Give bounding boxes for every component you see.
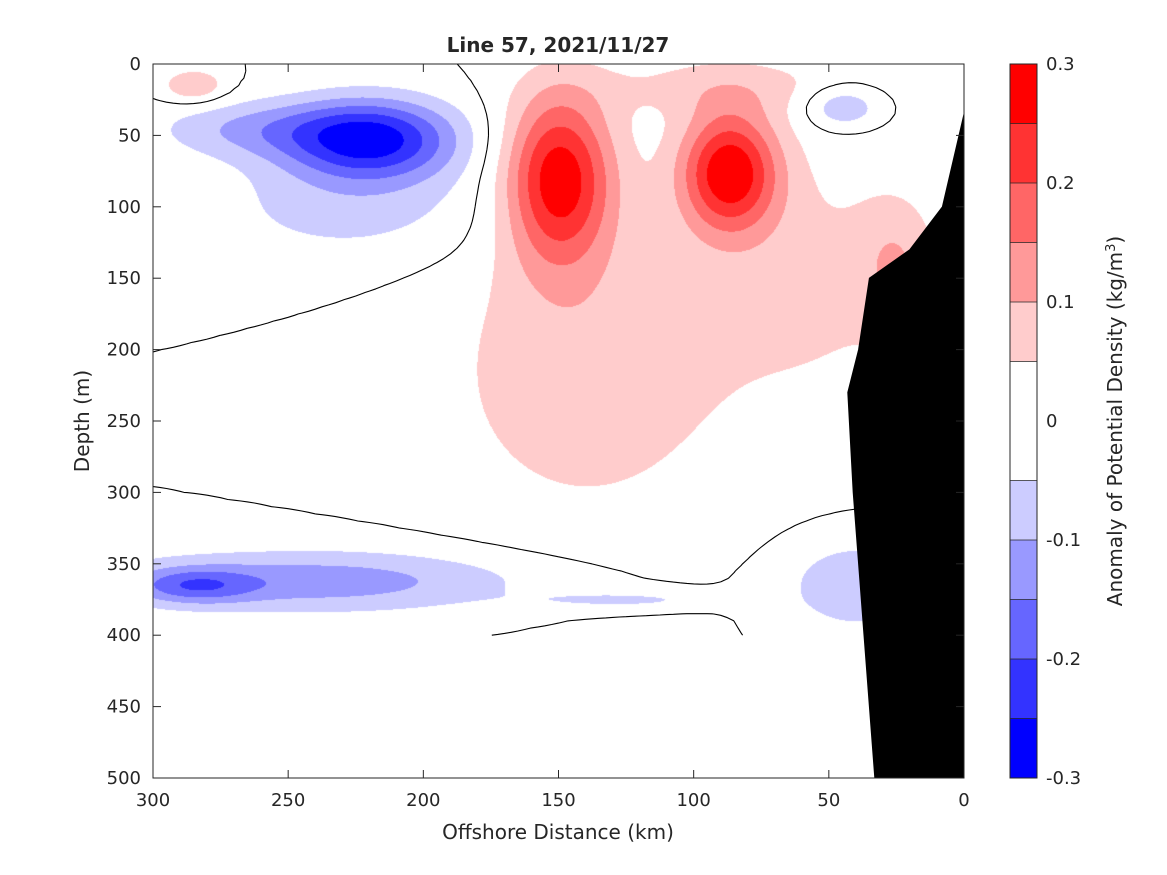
- colorbar-tick-label: -0.2: [1046, 649, 1081, 670]
- y-tick-label: 50: [118, 125, 141, 146]
- colorbar-label-suffix: ): [1103, 236, 1127, 244]
- colorbar-label-superscript: 3: [1104, 244, 1119, 252]
- colorbar-band: [1010, 659, 1037, 719]
- y-tick-label: 350: [107, 554, 141, 575]
- colorbar-band: [1010, 480, 1037, 540]
- colorbar-band: [1010, 242, 1037, 302]
- x-tick-label: 150: [541, 790, 575, 811]
- y-tick-label: 450: [107, 697, 141, 718]
- colorbar-tick-label: 0.1: [1046, 292, 1075, 313]
- colorbar-band: [1010, 302, 1037, 362]
- y-tick-label: 500: [107, 768, 141, 789]
- colorbar-band: [1010, 183, 1037, 243]
- colorbar-band: [1010, 361, 1037, 481]
- chart-title: Line 57, 2021/11/27: [447, 33, 670, 57]
- y-tick-label: 400: [107, 625, 141, 646]
- x-tick-label: 200: [406, 790, 440, 811]
- colorbar-band: [1010, 718, 1037, 778]
- y-tick-label: 300: [107, 482, 141, 503]
- colorbar-frame: [1009, 63, 1038, 779]
- colorbar-band: [1010, 123, 1037, 183]
- x-axis-ticks: 300 250 200 150 100 50 0: [136, 64, 970, 811]
- colorbar-band: [1010, 64, 1037, 124]
- colorbar-band: [1010, 540, 1037, 600]
- colorbar-tick-label: 0.3: [1046, 54, 1075, 75]
- y-axis-label: Depth (m): [70, 370, 94, 472]
- x-tick-label: 100: [676, 790, 710, 811]
- colorbar-tick-label: -0.1: [1046, 530, 1081, 551]
- x-axis-label: Offshore Distance (km): [442, 820, 674, 844]
- y-tick-label: 150: [107, 268, 141, 289]
- x-tick-label: 0: [958, 790, 969, 811]
- colorbar-tick-label: 0: [1046, 411, 1057, 432]
- colorbar: 0.3 0.2 0.1 0 -0.1 -0.2 -0.3: [1009, 54, 1081, 789]
- y-tick-label: 0: [130, 54, 141, 75]
- colorbar-tick-label: -0.3: [1046, 768, 1081, 789]
- y-tick-label: 200: [107, 340, 141, 361]
- colorbar-tick-label: 0.2: [1046, 173, 1075, 194]
- x-tick-label: 250: [271, 790, 305, 811]
- x-tick-label: 300: [136, 790, 170, 811]
- colorbar-band: [1010, 599, 1037, 659]
- x-tick-label: 50: [817, 790, 840, 811]
- colorbar-label-prefix: Anomaly of Potential Density (kg/m: [1103, 252, 1127, 606]
- y-tick-label: 250: [107, 411, 141, 432]
- y-tick-label: 100: [107, 197, 141, 218]
- y-axis-ticks: 0 50 100 150 200 250 300 350 400 450 500: [107, 54, 964, 789]
- colorbar-label: Anomaly of Potential Density (kg/m3): [1103, 236, 1127, 606]
